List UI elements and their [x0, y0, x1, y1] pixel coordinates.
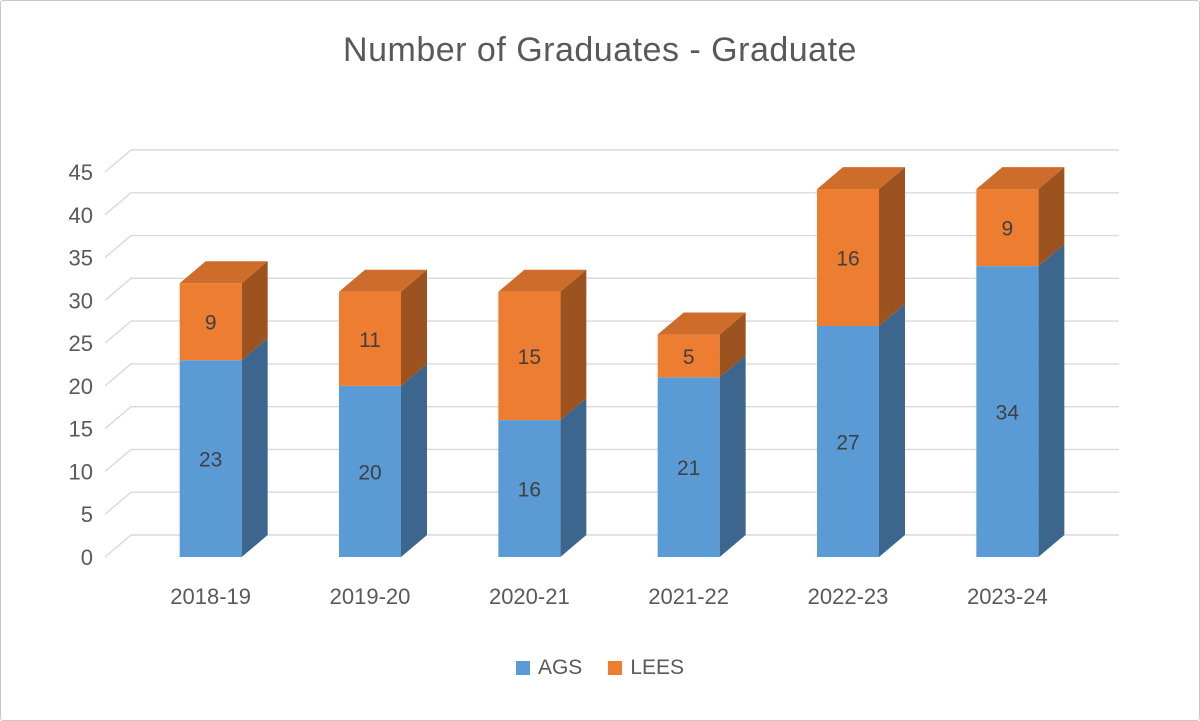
- legend-label-lees: LEES: [630, 656, 685, 679]
- bar-side-face: [560, 269, 587, 421]
- bar-segment-ags: [339, 385, 401, 557]
- gridline: [104, 320, 1119, 344]
- bar-side-face: [401, 269, 427, 386]
- bar-side-face: [719, 355, 746, 557]
- x-category-label: 2023-24: [967, 584, 1048, 609]
- bar-value-label: 21: [677, 457, 700, 480]
- gridline: [104, 534, 1119, 558]
- bar-side-face: [719, 312, 746, 378]
- gridline: [104, 491, 1119, 515]
- bar-segment-ags: [498, 420, 561, 557]
- x-category-label: 2018-19: [170, 584, 251, 609]
- bar-top-face: [817, 167, 905, 190]
- bar-value-label: 15: [518, 346, 541, 369]
- bar-top-face: [339, 269, 427, 292]
- y-tick-label: 30: [69, 288, 93, 313]
- bar-segment-lees: [817, 189, 879, 326]
- bar-segment-ags: [179, 360, 242, 557]
- bar-segment-ags: [817, 326, 879, 557]
- legend-swatch-lees-icon: [608, 661, 623, 675]
- bar-top-face: [976, 167, 1065, 190]
- bar-side-face: [241, 338, 268, 557]
- bar-side-face: [560, 398, 587, 557]
- gridline: [104, 149, 1119, 173]
- bar-value-label: 9: [1001, 218, 1013, 241]
- bar-segment-ags: [976, 266, 1039, 557]
- gridline: [104, 448, 1119, 472]
- bar-value-label: 5: [683, 346, 695, 369]
- x-category-label: 2020-21: [489, 584, 570, 609]
- gridline: [104, 405, 1119, 430]
- bar-top-face: [657, 312, 746, 335]
- bar-side-face: [1038, 167, 1065, 267]
- legend-entry-lees: LEES: [608, 656, 684, 680]
- bar-side-face: [879, 304, 905, 557]
- legend: AGS LEES: [1, 656, 1199, 680]
- legend-swatch-ags-icon: [515, 661, 530, 675]
- x-category-label: 2021-22: [648, 584, 729, 609]
- bar-value-label: 16: [518, 479, 541, 502]
- y-tick-label: 40: [69, 203, 93, 228]
- bar-value-label: 27: [836, 432, 859, 455]
- bar-segment-lees: [339, 291, 401, 386]
- legend-entry-ags: AGS: [515, 656, 583, 680]
- chart-title: Number of Graduates - Graduate: [343, 31, 857, 69]
- bar-side-face: [241, 261, 268, 361]
- bar-value-label: 23: [199, 449, 222, 472]
- gridlines: 0 5 10 15 20 25 30 35 40 45: [69, 149, 1119, 570]
- y-tick-label: 5: [81, 502, 93, 527]
- gridline: [104, 234, 1119, 259]
- bar-segment-lees: [498, 291, 561, 421]
- bars: 23 9 2018-19 20 11 2019-20 16 15 2020-21 21 5 2021-…: [170, 167, 1065, 609]
- y-tick-label: 15: [69, 417, 93, 442]
- y-tick-label: 10: [69, 459, 93, 484]
- bar-segment-lees: [976, 189, 1039, 267]
- bar-value-label: 16: [836, 248, 859, 271]
- bar-value-label: 34: [996, 402, 1020, 425]
- bar-value-label: 20: [358, 461, 381, 484]
- bar-value-label: 9: [205, 312, 217, 335]
- bar-side-face: [1038, 244, 1065, 557]
- x-category-label: 2019-20: [330, 584, 411, 609]
- gridline: [104, 363, 1119, 387]
- x-category-label: 2022-23: [808, 584, 889, 609]
- bar-value-label: 11: [359, 329, 381, 352]
- bar-top-face: [498, 269, 587, 292]
- bar-side-face: [879, 167, 905, 326]
- y-tick-label: 25: [69, 331, 93, 356]
- bar-top-face: [179, 261, 268, 284]
- bar-side-face: [401, 363, 427, 557]
- legend-label-ags: AGS: [537, 656, 583, 679]
- bar-segment-lees: [179, 283, 242, 361]
- y-tick-label: 20: [69, 374, 93, 399]
- y-tick-label: 45: [69, 160, 93, 185]
- y-tick-label: 35: [69, 246, 93, 271]
- gridline: [104, 192, 1119, 216]
- bar-segment-lees: [657, 334, 720, 378]
- y-tick-label: 0: [81, 545, 93, 570]
- gridline: [104, 277, 1119, 301]
- bar-segment-ags: [657, 377, 720, 557]
